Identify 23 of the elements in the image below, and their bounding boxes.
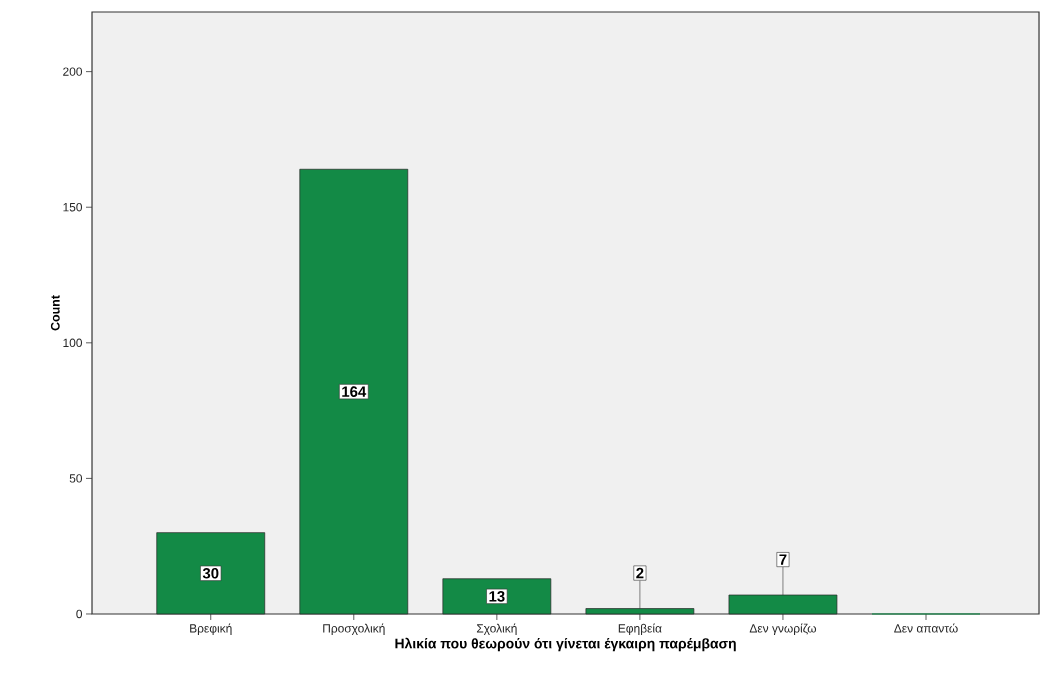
data-label: 7	[779, 554, 787, 565]
data-label: 13	[489, 591, 505, 602]
y-tick-label: 50	[69, 474, 83, 483]
y-tick-label: 150	[63, 203, 83, 212]
bar	[442, 578, 552, 615]
x-axis-title: Ηλικία που θεωρούν ότι γίνεται έγκαιρη παρέμβαση	[395, 637, 736, 652]
x-tick-label: Δεν απαντώ	[894, 623, 958, 633]
bar	[585, 608, 695, 615]
y-tick-label: 0	[76, 609, 83, 619]
x-tick-label: Βρεφική	[190, 623, 232, 635]
data-label: 164	[342, 386, 367, 397]
bar	[299, 168, 409, 615]
x-tick-label: Προσχολική	[323, 623, 385, 635]
y-axis-title: Count	[50, 295, 60, 331]
bar	[156, 532, 266, 615]
bar	[728, 594, 838, 615]
x-tick-label: Σχολική	[476, 623, 517, 635]
x-tick-label: Δεν γνωρίζω	[749, 623, 817, 635]
y-tick-label: 100	[63, 338, 83, 348]
x-tick-label: Εφηβεία	[618, 623, 662, 635]
data-label: 2	[636, 567, 644, 579]
y-tick-label: 200	[63, 67, 83, 76]
data-label: 30	[202, 568, 219, 579]
